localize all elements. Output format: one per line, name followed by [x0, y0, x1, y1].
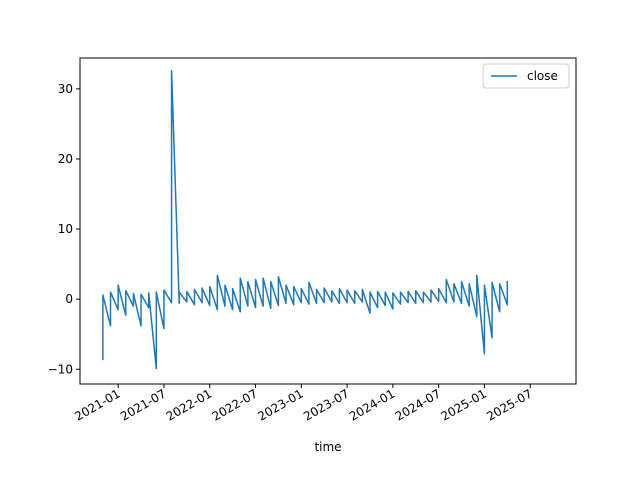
x-tick-label: 2021-07	[118, 386, 168, 423]
x-tick-label: 2025-01	[439, 386, 489, 423]
y-tick-label: 20	[58, 152, 73, 166]
x-tick-label: 2023-01	[255, 386, 305, 423]
y-tick-label: 10	[58, 222, 73, 236]
x-tick-label: 2021-01	[72, 386, 122, 423]
legend-box	[482, 63, 570, 89]
y-tick-label: 30	[58, 82, 73, 96]
x-axis-label: time	[314, 440, 341, 454]
x-tick-label: 2024-01	[347, 386, 397, 423]
plot-frame	[79, 57, 577, 385]
x-tick-label: 2022-07	[210, 386, 260, 423]
legend-label: close	[527, 69, 558, 83]
line-series	[102, 69, 509, 370]
y-tick-label: 0	[65, 292, 73, 306]
x-tick-label: 2023-07	[301, 386, 351, 423]
y-tick-label: −10	[48, 362, 73, 376]
x-tick-label: 2022-01	[164, 386, 214, 423]
x-tick-label: 2025-07	[484, 386, 534, 423]
x-tick-label: 2024-07	[393, 386, 443, 423]
